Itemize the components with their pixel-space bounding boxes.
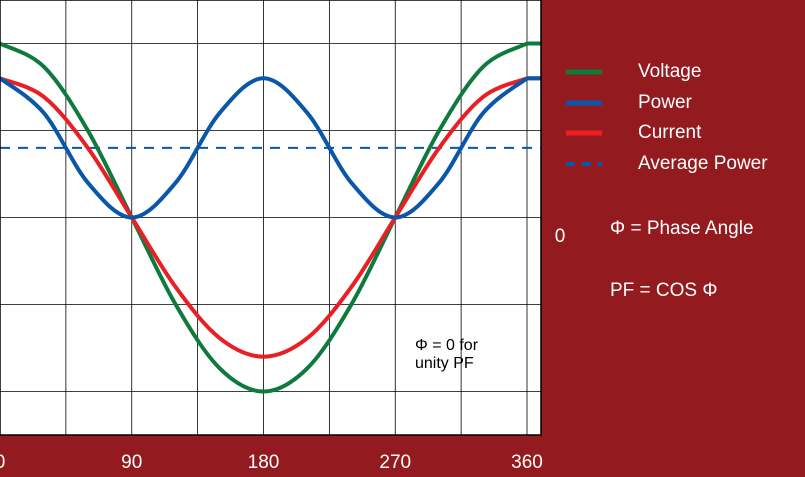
legend: Voltage Power Current Average Power — [566, 61, 768, 174]
legend-label-average-power: Average Power — [638, 153, 768, 174]
unity-pf-note-line2: unity PF — [415, 355, 474, 372]
x-tick-label: 90 — [121, 452, 142, 473]
power-factor-formula: PF = COS Φ — [610, 280, 718, 301]
unity-pf-note-line1: Φ = 0 for — [415, 337, 479, 354]
x-tick-label: 180 — [248, 452, 280, 473]
phase-angle-note: Φ = Phase Angle — [610, 218, 754, 239]
series-current-line — [0, 76, 528, 359]
legend-label-power: Power — [638, 92, 693, 113]
x-tick-label: 0 — [0, 452, 5, 473]
legend-label-voltage: Voltage — [638, 61, 701, 82]
series-layer — [0, 41, 541, 394]
legend-label-current: Current — [638, 122, 702, 143]
x-tick-label: 360 — [511, 452, 543, 473]
x-tick-labels: 0 90 180 270 360 — [0, 452, 543, 473]
zero-axis-label: 0 — [555, 226, 566, 247]
x-tick-label: 270 — [379, 452, 411, 473]
series-power-line — [0, 76, 529, 220]
plot-frame — [0, 0, 542, 436]
series-voltage-line — [0, 41, 528, 394]
